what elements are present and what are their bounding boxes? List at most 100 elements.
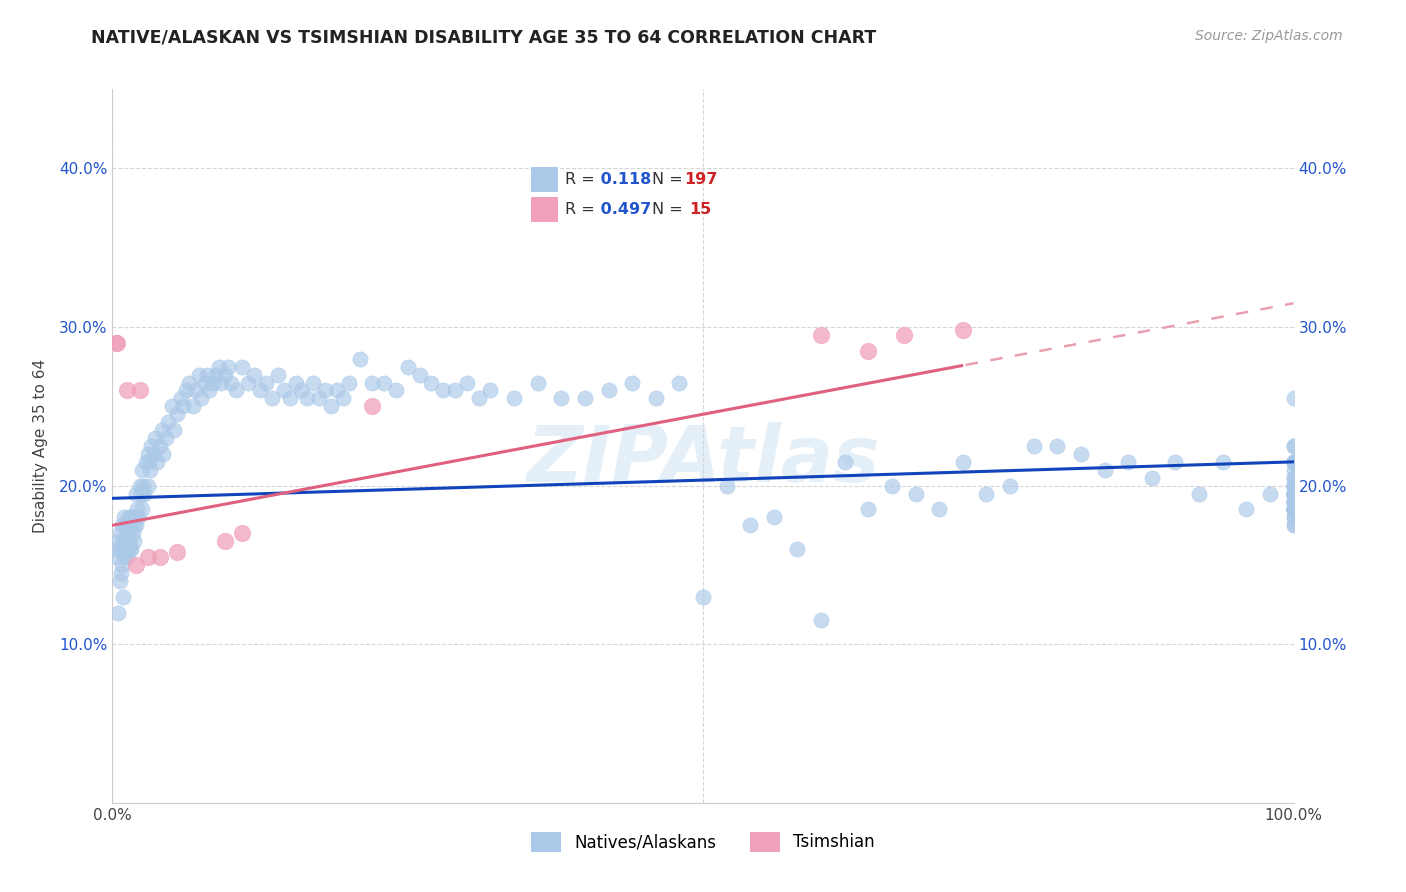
Point [115,549,138,564]
Point [1282,455,1305,469]
Point [108,574,131,588]
Point [1282,392,1305,406]
Point [129,486,152,500]
Point [120,542,142,557]
Point [136,478,159,492]
Point [118,534,141,549]
Point [786,542,808,557]
Point [1282,494,1305,508]
Point [361,376,384,390]
Point [120,542,142,557]
Point [149,549,172,564]
Point [166,545,188,559]
Point [1282,486,1305,500]
Point [120,518,142,533]
Point [198,384,221,398]
Point [1282,455,1305,469]
Point [231,359,253,374]
Point [122,534,145,549]
Point [1282,486,1305,500]
Point [1282,471,1305,485]
Point [740,518,762,533]
Point [1282,478,1305,492]
Point [1022,439,1045,453]
Point [1282,486,1305,500]
Point [762,510,785,524]
Point [260,392,283,406]
Point [1282,510,1305,524]
Point [1282,502,1305,516]
Y-axis label: Disability Age 35 to 64: Disability Age 35 to 64 [32,359,48,533]
Point [1282,486,1305,500]
Point [267,368,290,382]
Point [1282,502,1305,516]
Point [284,376,307,390]
Point [904,486,927,500]
Point [146,455,169,469]
Point [143,431,166,445]
Text: 0.497: 0.497 [595,202,651,217]
Point [952,323,974,337]
Point [139,463,162,477]
Point [1282,486,1305,500]
Point [1282,486,1305,500]
Point [131,502,153,516]
Point [105,542,128,557]
Point [621,376,644,390]
Point [131,463,153,477]
Point [150,423,173,437]
Point [1282,455,1305,469]
Point [243,368,266,382]
Point [105,335,128,350]
Point [179,376,201,390]
Point [128,384,150,398]
Point [420,376,443,390]
Point [214,534,236,549]
Point [141,439,163,453]
Point [208,359,231,374]
Point [112,534,135,549]
Point [467,392,489,406]
Point [550,392,572,406]
Point [1282,463,1305,477]
Point [134,486,156,500]
Point [152,447,174,461]
Point [174,384,197,398]
Point [118,510,141,524]
Point [1140,471,1163,485]
Point [810,328,832,343]
Point [858,502,880,516]
Point [112,549,135,564]
FancyBboxPatch shape [531,167,558,192]
FancyBboxPatch shape [531,197,558,222]
Point [1212,455,1234,469]
Text: R =: R = [565,172,595,187]
Point [1094,463,1116,477]
Point [166,407,188,421]
Point [1282,502,1305,516]
Point [1282,478,1305,492]
Point [114,518,136,533]
Point [209,376,232,390]
Point [1282,494,1305,508]
Point [1282,494,1305,508]
Point [219,376,242,390]
Point [136,549,159,564]
Point [1282,502,1305,516]
Point [127,502,149,516]
Point [1282,455,1305,469]
Point [111,518,134,533]
Point [115,526,138,541]
Point [107,534,129,549]
Point [349,351,371,366]
Point [396,359,419,374]
Point [125,486,148,500]
Point [225,384,247,398]
Point [127,510,149,524]
Point [928,502,950,516]
Point [1282,502,1305,516]
Point [124,510,146,524]
Point [112,542,135,557]
Point [326,384,349,398]
Point [1282,471,1305,485]
